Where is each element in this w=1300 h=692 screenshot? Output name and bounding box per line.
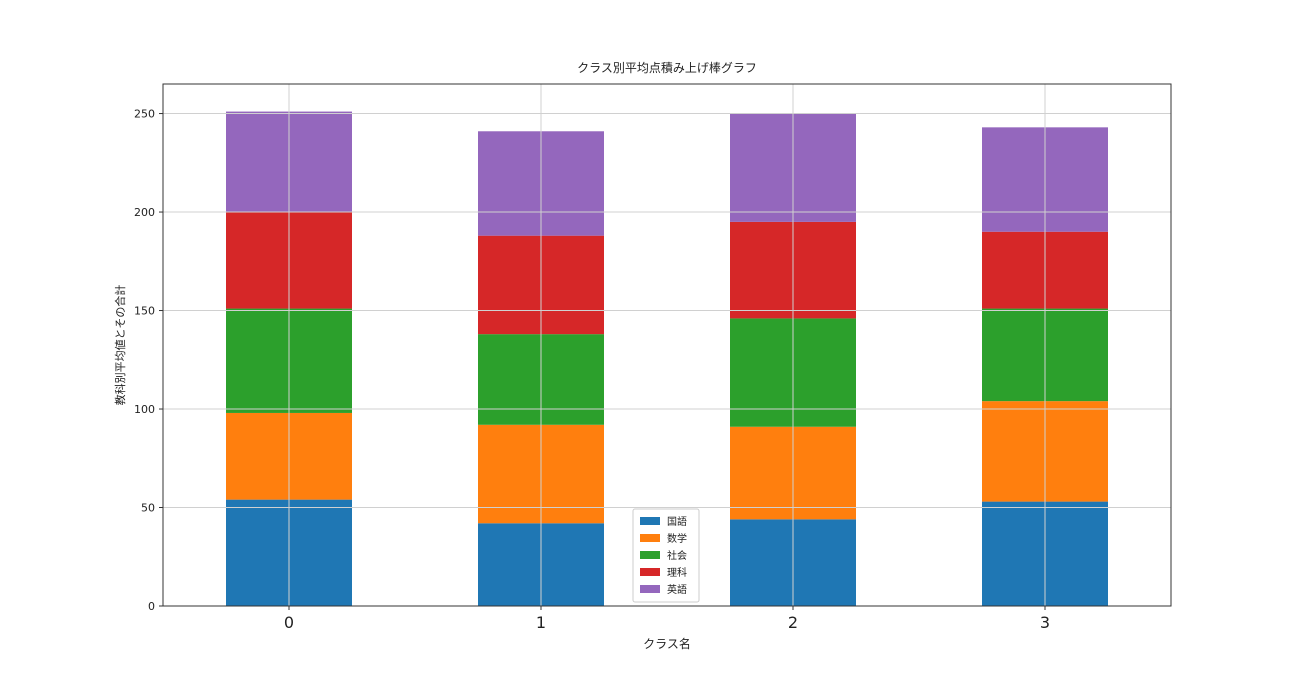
legend-label: 英語: [667, 583, 687, 596]
legend-swatch: [640, 585, 660, 593]
legend-swatch: [640, 534, 660, 542]
x-tick-label: 1: [536, 613, 546, 632]
y-tick-label: 0: [148, 600, 155, 613]
legend-swatch: [640, 568, 660, 576]
legend-label: 社会: [667, 549, 687, 562]
y-axis-label: 教科別平均値とその合計: [113, 285, 127, 406]
legend-label: 理科: [667, 566, 687, 579]
x-tick-label: 3: [1040, 613, 1050, 632]
x-axis-label: クラス名: [643, 636, 691, 651]
legend-label: 国語: [667, 515, 687, 528]
y-tick-label: 50: [141, 502, 155, 515]
y-tick-label: 150: [134, 305, 155, 318]
legend-label: 数学: [667, 532, 687, 545]
legend-swatch: [640, 517, 660, 525]
x-tick-label: 0: [284, 613, 294, 632]
y-tick-label: 100: [134, 403, 155, 416]
x-tick-label: 2: [788, 613, 798, 632]
chart-title: クラス別平均点積み上げ棒グラフ: [577, 60, 757, 75]
legend-swatch: [640, 551, 660, 559]
legend-box: [632, 508, 700, 603]
y-tick-label: 250: [134, 108, 155, 121]
y-tick-label: 200: [134, 206, 155, 219]
plot-frame: [162, 83, 1172, 607]
